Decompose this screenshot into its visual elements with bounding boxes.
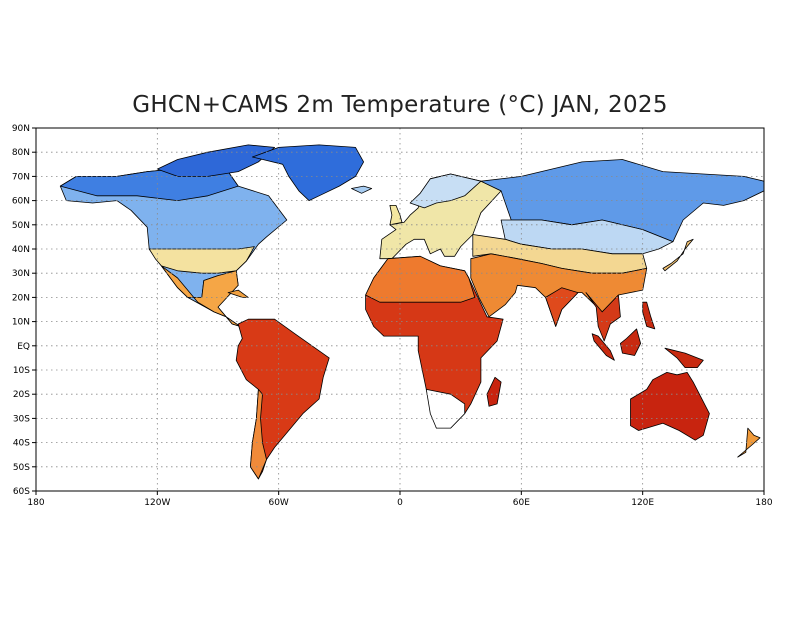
region-cuba xyxy=(227,289,249,298)
lon-tick-label: 0 xyxy=(397,498,403,508)
region-scandinavia-cool xyxy=(409,173,482,209)
region-philippines xyxy=(642,301,656,330)
region-madagascar xyxy=(486,376,502,407)
region-india-south xyxy=(545,287,579,327)
region-great-britain xyxy=(389,204,403,226)
region-north-america-south xyxy=(160,265,241,327)
region-new-zealand xyxy=(737,427,761,458)
lat-tick-label: 50N xyxy=(12,221,30,231)
lat-ticks: 90N 80N 70N 60N 50N 40N 30N 20N 10N EQ 10S 20S 30S 40… xyxy=(12,124,36,497)
lat-tick-label: 80N xyxy=(12,148,30,158)
region-indonesia-borneo xyxy=(620,328,641,356)
lon-tick-label: 180 xyxy=(755,498,772,508)
region-new-guinea xyxy=(664,347,704,369)
lat-tick-label: 40N xyxy=(12,245,30,255)
lat-tick-label: EQ xyxy=(17,342,30,352)
lat-tick-label: 90N xyxy=(12,124,30,134)
lon-tick-label: 60W xyxy=(268,498,288,508)
lon-tick-label: 180 xyxy=(27,498,44,508)
lon-tick-label: 120E xyxy=(631,498,654,508)
region-africa-south-cool xyxy=(425,388,466,429)
lat-tick-label: 50S xyxy=(13,463,30,473)
lat-tick-label: 40S xyxy=(13,439,30,449)
lat-tick-label: 30S xyxy=(13,414,30,424)
map-title: GHCN+CAMS 2m Temperature (°C) JAN, 2025 xyxy=(132,92,668,118)
lat-tick-label: 60S xyxy=(13,487,30,497)
lon-ticks: 180 120W 60W 0 60E 120E 180 xyxy=(27,491,773,508)
lat-tick-label: 10S xyxy=(13,366,30,376)
lat-tick-label: 10N xyxy=(12,318,30,328)
lat-tick-label: 20N xyxy=(12,293,30,303)
lon-tick-label: 120W xyxy=(144,498,170,508)
grid-layer xyxy=(36,128,764,491)
lat-tick-label: 60N xyxy=(12,197,30,207)
region-greenland xyxy=(251,144,365,202)
lat-tick-label: 20S xyxy=(13,390,30,400)
lat-tick-label: 30N xyxy=(12,269,30,279)
region-south-america-andes xyxy=(249,388,267,480)
region-japan xyxy=(662,238,694,272)
lon-tick-label: 60E xyxy=(513,498,530,508)
region-sumatra xyxy=(591,333,615,361)
region-southeast-asia xyxy=(585,292,621,342)
region-iceland xyxy=(351,185,373,194)
region-africa-north xyxy=(365,255,476,303)
lat-tick-label: 70N xyxy=(12,172,30,182)
region-australia xyxy=(630,371,710,441)
